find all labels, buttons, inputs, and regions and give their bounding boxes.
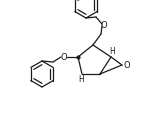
Text: H: H (78, 75, 84, 84)
Text: O: O (124, 60, 131, 69)
Text: O: O (101, 20, 107, 30)
Text: O: O (61, 52, 67, 62)
Text: H: H (109, 47, 115, 55)
